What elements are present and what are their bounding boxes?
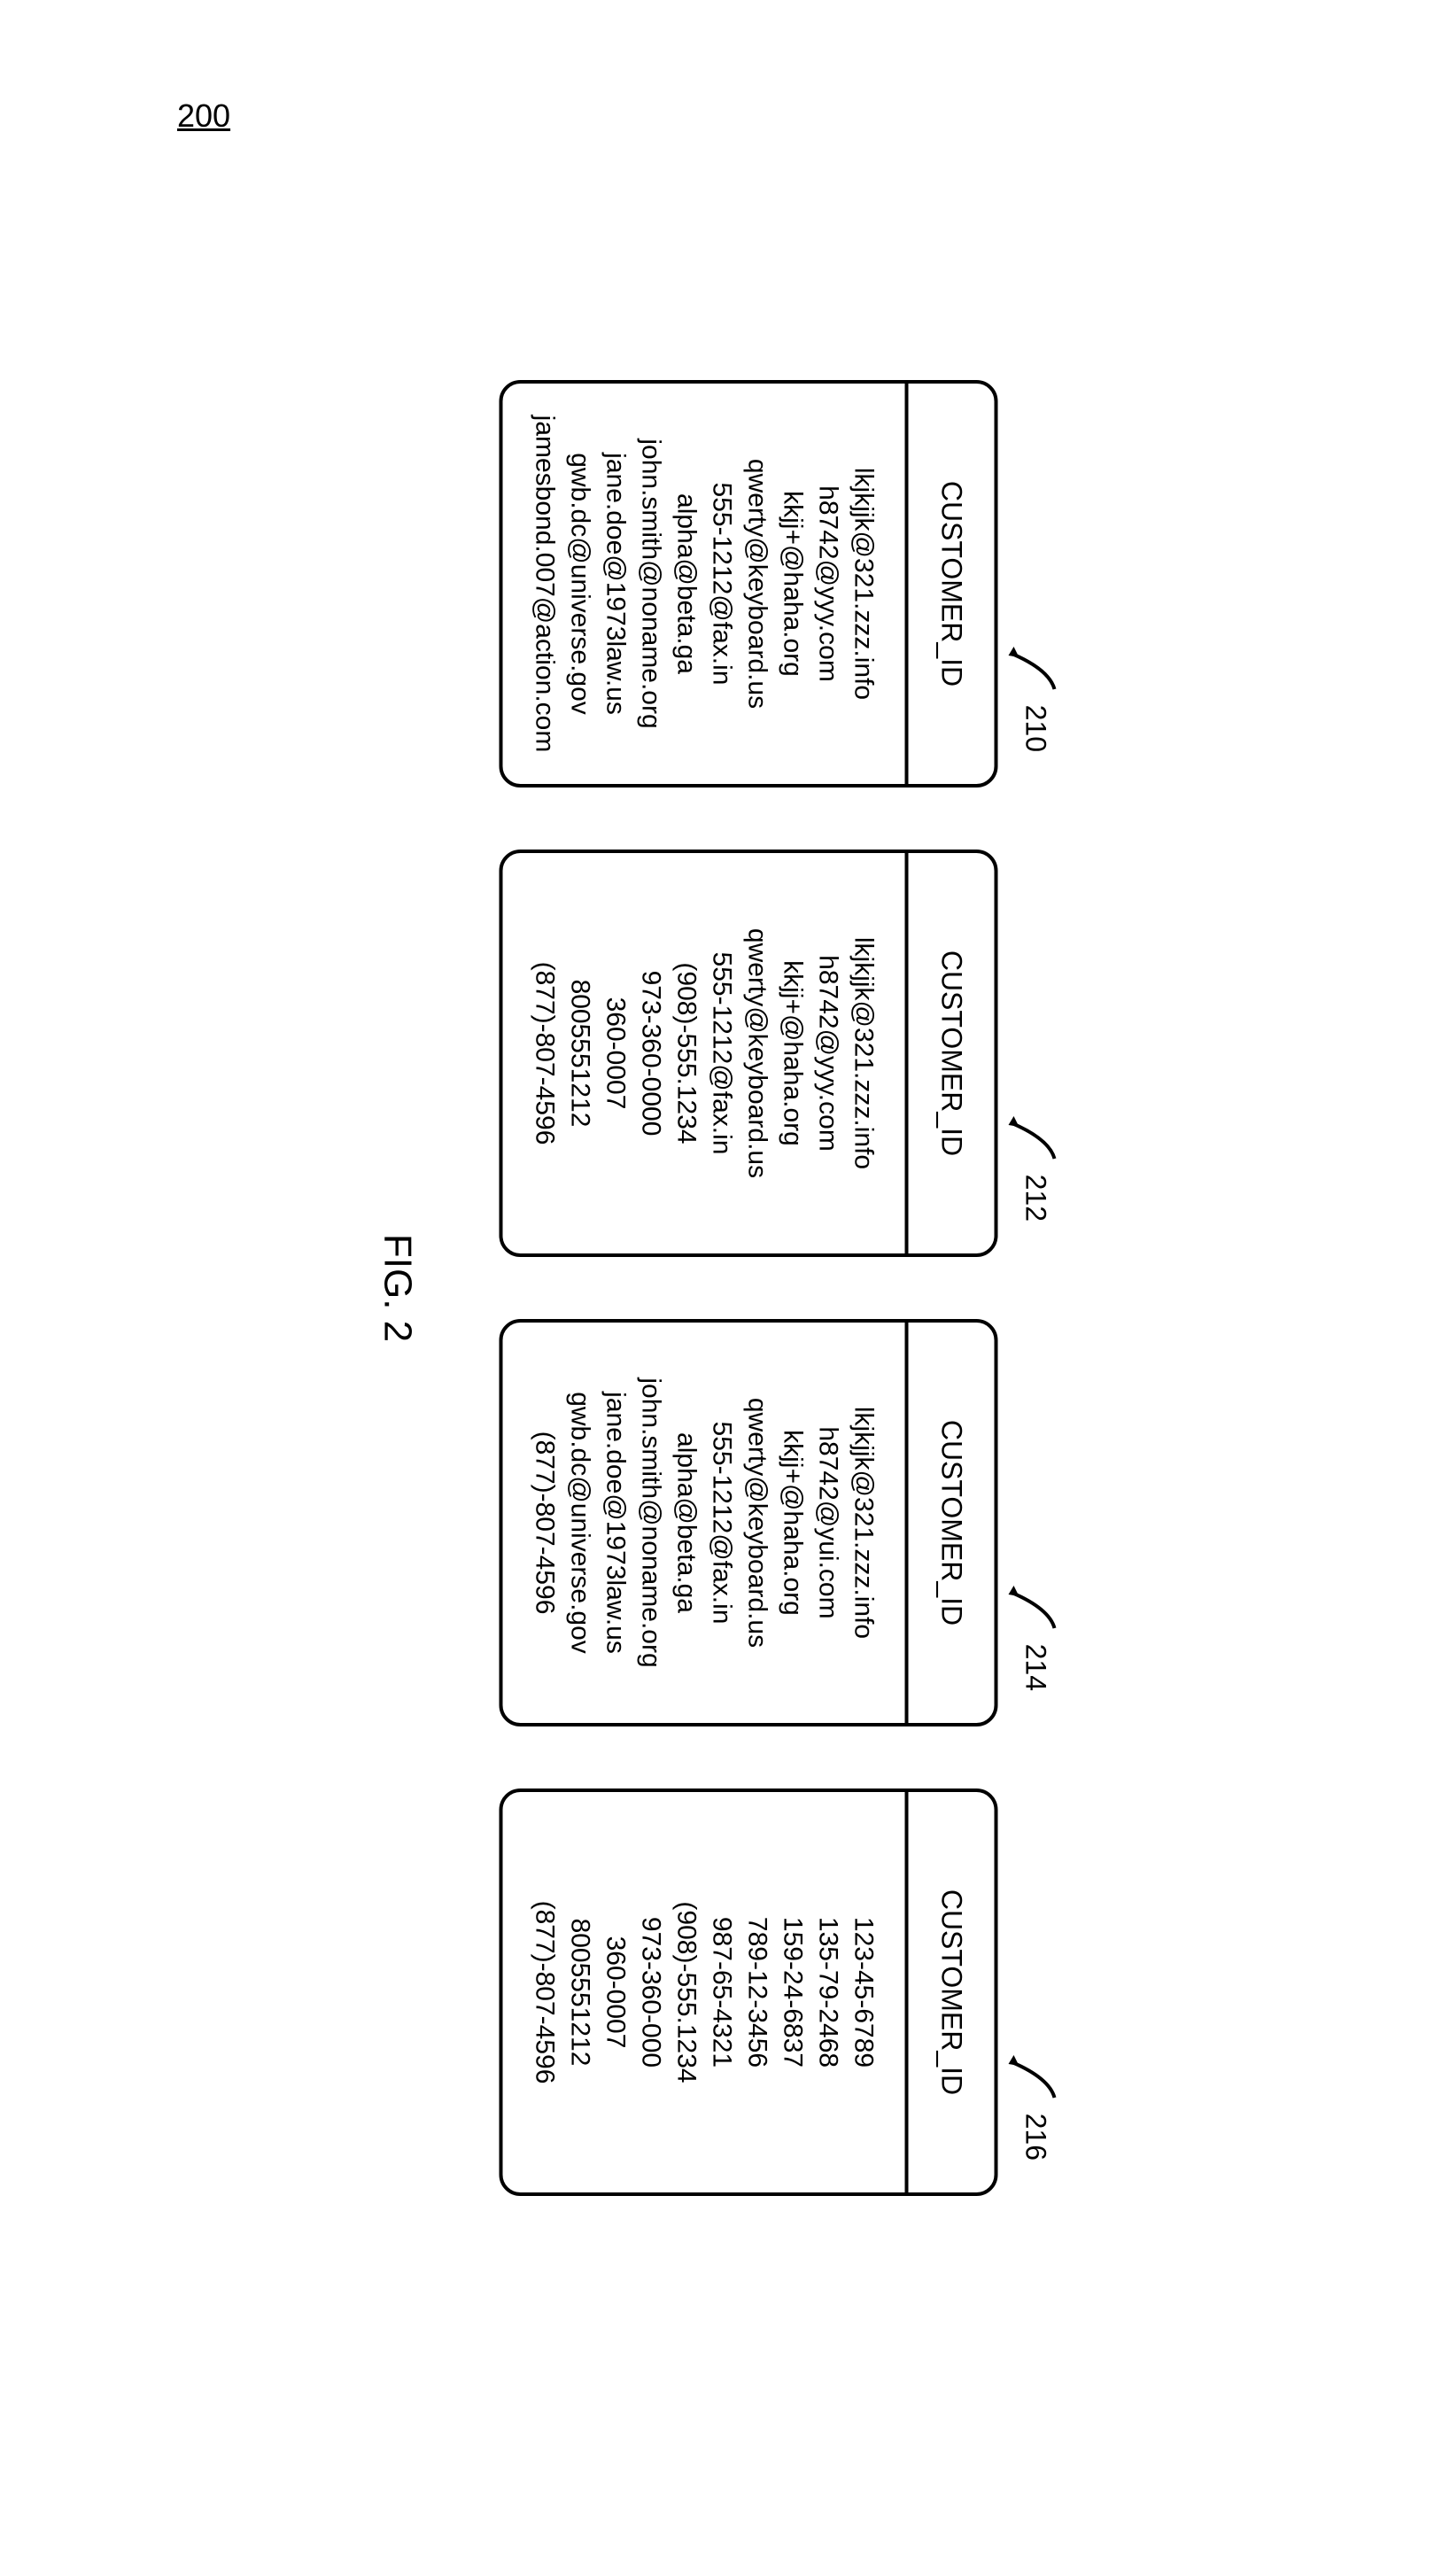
panel-reference-label: 210: [1005, 380, 1067, 788]
list-item: 973-360-0000: [636, 971, 666, 1137]
figure-container: 210CUSTOMER_IDlkjkjjk@321.zzz.infoh8742@…: [376, 380, 1067, 2196]
list-item: (877)-807-4596: [530, 1901, 560, 2084]
list-item: jane.doe@1973law.us: [601, 453, 631, 715]
list-item: jamesbond.007@action.com: [530, 415, 560, 753]
list-item: qwerty@keyboard.us: [742, 928, 772, 1178]
list-item: john.smith@noname.org: [636, 438, 666, 728]
list-item: 555-1212@fax.in: [707, 952, 737, 1155]
list-item: h8742@yui.com: [813, 1426, 843, 1618]
list-item: 555-1212@fax.in: [707, 1422, 737, 1625]
panel-header: CUSTOMER_ID: [905, 1792, 995, 2192]
leader-arrow-icon: [1005, 1582, 1067, 1644]
list-item: qwerty@keyboard.us: [742, 1398, 772, 1648]
data-panel: CUSTOMER_IDlkjkjjk@321.zzz.infoh8742@yui…: [500, 1319, 998, 1726]
list-item: 973-360-000: [636, 1917, 666, 2068]
leader-arrow-icon: [1005, 1113, 1067, 1175]
panel-reference-number: 214: [1019, 1644, 1052, 1691]
list-item: kkjj+@haha.org: [778, 491, 808, 677]
list-item: h8742@yyy.com: [813, 485, 843, 682]
panel-reference-number: 212: [1019, 1175, 1052, 1222]
panel-216: 216CUSTOMER_ID123-45-6789135-79-2468159-…: [500, 1788, 1067, 2196]
panel-row: 210CUSTOMER_IDlkjkjjk@321.zzz.infoh8742@…: [500, 380, 1067, 2196]
leader-arrow-icon: [1005, 2052, 1067, 2114]
list-item: 555-1212@fax.in: [707, 483, 737, 686]
list-item: 987-65-4321: [707, 1917, 737, 2068]
list-item: 8005551212: [565, 1919, 595, 2067]
figure-caption: FIG. 2: [376, 380, 420, 2196]
list-item: 123-45-6789: [849, 1917, 879, 2068]
list-item: jane.doe@1973law.us: [601, 1392, 631, 1654]
list-item: 159-24-6837: [778, 1917, 808, 2068]
panel-reference-label: 214: [1005, 1319, 1067, 1726]
list-item: gwb.dc@universe.gov: [565, 453, 595, 715]
panel-reference-number: 210: [1019, 705, 1052, 752]
panel-body: lkjkjjk@321.zzz.infoh8742@yyy.comkkjj+@h…: [503, 853, 905, 1253]
list-item: (908)-555.1234: [671, 1901, 702, 2083]
panel-header: CUSTOMER_ID: [905, 384, 995, 784]
list-item: kkjj+@haha.org: [778, 960, 808, 1146]
list-item: lkjkjjk@321.zzz.info: [849, 468, 879, 700]
panel-body: lkjkjjk@321.zzz.infoh8742@yyy.comkkjj+@h…: [503, 384, 905, 784]
panel-header: CUSTOMER_ID: [905, 853, 995, 1253]
list-item: lkjkjjk@321.zzz.info: [849, 1407, 879, 1639]
panel-header: CUSTOMER_ID: [905, 1323, 995, 1723]
list-item: (877)-807-4596: [530, 962, 560, 1145]
list-item: alpha@beta.ga: [671, 1432, 702, 1613]
panel-212: 212CUSTOMER_IDlkjkjjk@321.zzz.infoh8742@…: [500, 850, 1067, 1257]
list-item: 135-79-2468: [813, 1917, 843, 2068]
panel-reference-label: 216: [1005, 1788, 1067, 2196]
list-item: 360-0007: [601, 1936, 631, 2049]
leader-arrow-icon: [1005, 643, 1067, 705]
list-item: john.smith@noname.org: [636, 1377, 666, 1667]
panel-210: 210CUSTOMER_IDlkjkjjk@321.zzz.infoh8742@…: [500, 380, 1067, 788]
list-item: 8005551212: [565, 980, 595, 1128]
list-item: kkjj+@haha.org: [778, 1430, 808, 1616]
page-reference-number: 200: [177, 97, 230, 135]
list-item: qwerty@keyboard.us: [742, 459, 772, 709]
list-item: gwb.dc@universe.gov: [565, 1392, 595, 1654]
list-item: 360-0007: [601, 997, 631, 1110]
list-item: 789-12-3456: [742, 1917, 772, 2068]
panel-reference-number: 216: [1019, 2114, 1052, 2161]
panel-214: 214CUSTOMER_IDlkjkjjk@321.zzz.infoh8742@…: [500, 1319, 1067, 1726]
data-panel: CUSTOMER_IDlkjkjjk@321.zzz.infoh8742@yyy…: [500, 850, 998, 1257]
list-item: h8742@yyy.com: [813, 955, 843, 1152]
panel-reference-label: 212: [1005, 850, 1067, 1257]
data-panel: CUSTOMER_ID123-45-6789135-79-2468159-24-…: [500, 1788, 998, 2196]
list-item: (908)-555.1234: [671, 962, 702, 1144]
list-item: alpha@beta.ga: [671, 493, 702, 674]
list-item: (877)-807-4596: [530, 1432, 560, 1615]
panel-body: lkjkjjk@321.zzz.infoh8742@yui.comkkjj+@h…: [503, 1323, 905, 1723]
panel-body: 123-45-6789135-79-2468159-24-6837789-12-…: [503, 1792, 905, 2192]
data-panel: CUSTOMER_IDlkjkjjk@321.zzz.infoh8742@yyy…: [500, 380, 998, 788]
list-item: lkjkjjk@321.zzz.info: [849, 937, 879, 1169]
